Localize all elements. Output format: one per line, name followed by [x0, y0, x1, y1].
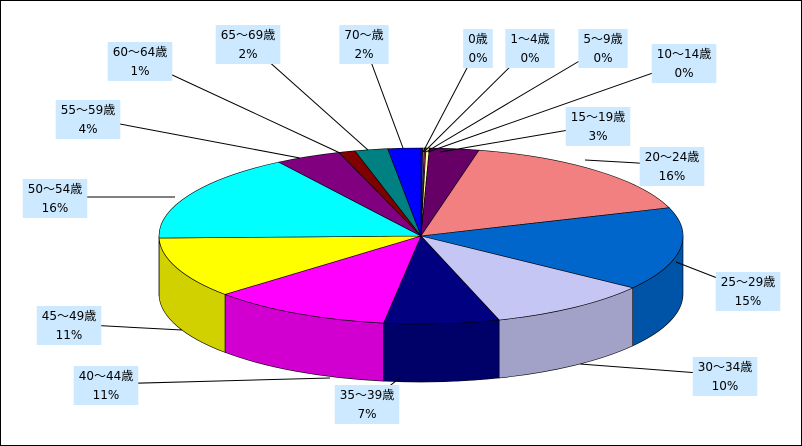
- percent-label-8: 7%: [357, 407, 376, 421]
- data-label-box-13: [107, 42, 173, 81]
- data-label-box-15: [339, 25, 389, 64]
- category-label-15: 70～歳: [344, 28, 383, 42]
- data-label-2: 5～9歳 0%: [578, 29, 628, 68]
- percent-label-4: 3%: [588, 129, 607, 143]
- data-label-box-0: [463, 29, 493, 68]
- percent-label-12: 4%: [78, 122, 97, 136]
- pie-slice-6: [420, 207, 684, 289]
- data-label-box-5: [639, 147, 705, 186]
- category-label-13: 60～64歳: [113, 45, 168, 59]
- data-label-box-7: [692, 357, 758, 396]
- category-label-8: 35～39歳: [340, 388, 395, 402]
- category-label-4: 15～19歳: [571, 110, 626, 124]
- percent-label-6: 15%: [735, 294, 762, 308]
- category-label-14: 65～69歳: [221, 28, 276, 42]
- pie-slice-8: [383, 235, 500, 325]
- data-label-1: 1～4歳 0%: [505, 29, 555, 68]
- leader-line-3: [427, 61, 685, 153]
- category-label-5: 20～24歳: [645, 150, 700, 164]
- data-label-6: 25～29歳 15%: [715, 272, 781, 311]
- data-label-box-2: [578, 29, 628, 68]
- data-label-12: 55～59歳 4%: [55, 100, 121, 139]
- data-label-5: 20～24歳 16%: [639, 147, 705, 186]
- data-label-14: 65～69歳 2%: [215, 25, 281, 64]
- leader-line-9: [105, 377, 331, 385]
- percent-label-0: 0%: [468, 51, 487, 65]
- pie-sides: [158, 235, 684, 383]
- pie-slice-11: [158, 161, 422, 239]
- percent-label-14: 2%: [238, 47, 257, 61]
- data-label-10: 45～49歳 11%: [36, 306, 102, 345]
- data-label-11: 50～54歳 16%: [22, 179, 88, 218]
- percent-label-10: 11%: [56, 328, 83, 342]
- data-label-8: 35～39歳 7%: [334, 385, 400, 424]
- percent-label-13: 1%: [130, 64, 149, 78]
- category-label-12: 55～59歳: [61, 103, 116, 117]
- data-label-box-3: [651, 44, 717, 83]
- category-label-3: 10～14歳: [657, 47, 712, 61]
- category-label-0: 0歳: [468, 32, 488, 46]
- data-label-0: 0歳0%: [463, 29, 493, 68]
- data-label-13: 60～64歳 1%: [107, 42, 173, 81]
- percent-label-11: 16%: [42, 201, 69, 215]
- category-label-7: 30～34歳: [698, 360, 753, 374]
- leader-line-13: [139, 59, 341, 154]
- category-label-6: 25～29歳: [721, 275, 776, 289]
- data-labels: 0歳0%1～4歳0%5～9歳0% 10～14歳0%15～19歳3%20～24歳16…: [22, 25, 781, 424]
- data-label-box-12: [55, 100, 121, 139]
- data-label-box-8: [334, 385, 400, 424]
- category-label-2: 5～9歳: [583, 32, 622, 46]
- data-label-3: 10～14歳 0%: [651, 44, 717, 83]
- category-label-9: 40～44歳: [79, 369, 134, 383]
- pie-tops: [158, 147, 684, 325]
- percent-label-15: 2%: [354, 47, 373, 61]
- percent-label-3: 0%: [674, 66, 693, 80]
- pie-slice-15: [387, 147, 422, 237]
- data-label-box-4: [565, 107, 631, 146]
- data-label-box-9: [73, 366, 139, 405]
- percent-label-1: 0%: [520, 51, 539, 65]
- data-label-9: 40～44歳 11%: [73, 366, 139, 405]
- data-label-box-1: [505, 29, 555, 68]
- leader-line-2: [425, 46, 604, 153]
- data-label-15: 70～歳 2%: [339, 25, 389, 64]
- percent-label-7: 10%: [712, 379, 739, 393]
- category-label-10: 45～49歳: [42, 309, 97, 323]
- percent-label-5: 16%: [659, 169, 686, 183]
- data-label-box-10: [36, 306, 102, 345]
- category-label-11: 50～54歳: [28, 182, 83, 196]
- pie-side-8: [383, 319, 500, 383]
- leader-line-12: [87, 117, 301, 159]
- percent-label-9: 11%: [93, 388, 120, 402]
- pie-slice-7: [420, 235, 634, 321]
- data-label-box-14: [215, 25, 281, 64]
- pie-slice-10: [158, 235, 422, 295]
- data-label-box-6: [715, 272, 781, 311]
- data-label-4: 15～19歳 3%: [565, 107, 631, 146]
- category-label-1: 1～4歳: [510, 32, 549, 46]
- percent-label-2: 0%: [593, 51, 612, 65]
- pie-slice-9: [224, 235, 422, 324]
- data-label-7: 30～34歳 10%: [692, 357, 758, 396]
- data-label-box-11: [22, 179, 88, 218]
